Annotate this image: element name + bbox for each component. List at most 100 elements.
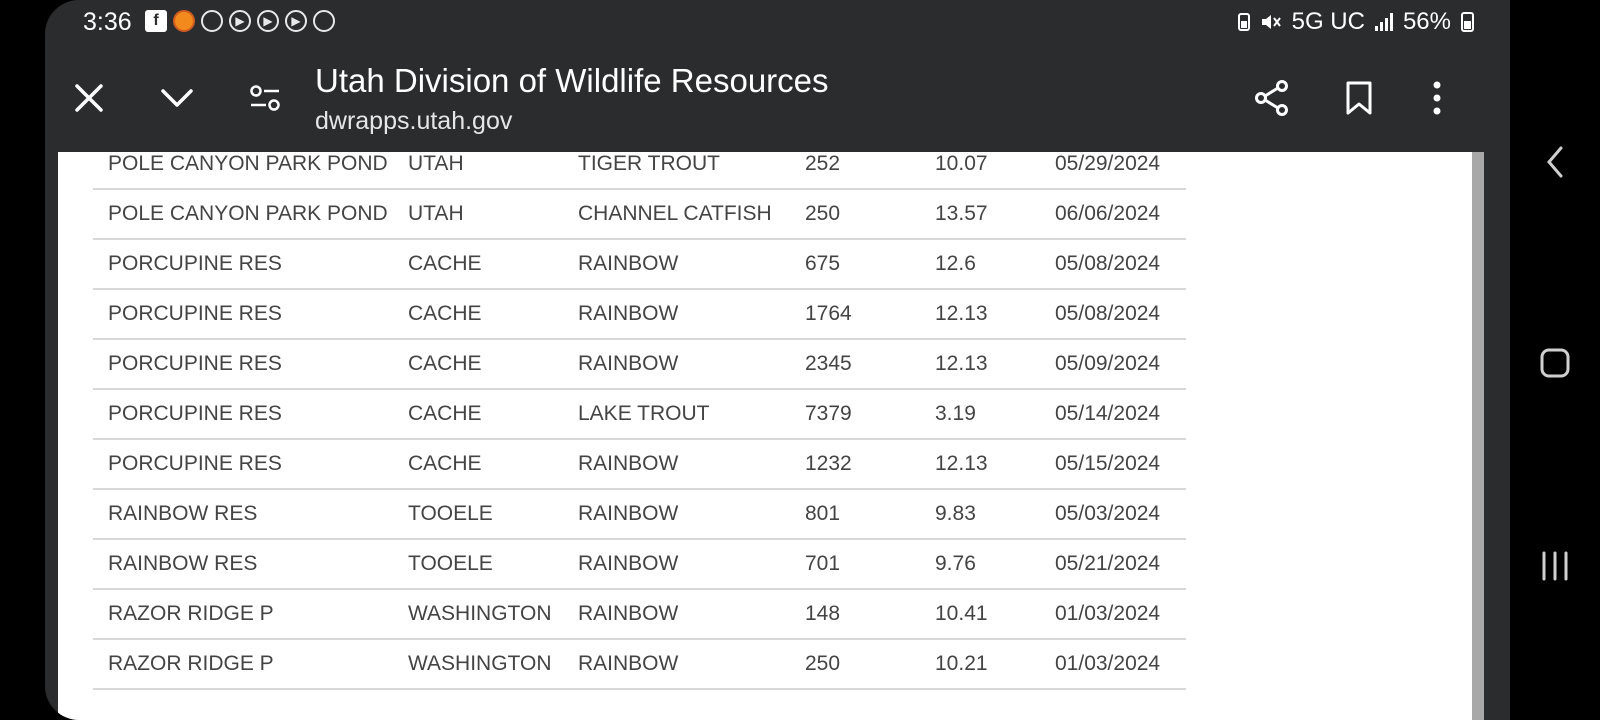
quantity-cell: 701 [790, 539, 920, 590]
notification-icons: f ▶ ▶ ▶ [145, 10, 335, 32]
home-button[interactable] [1532, 340, 1578, 386]
quantity-cell: 675 [790, 239, 920, 290]
page-url: dwrapps.utah.gov [315, 107, 513, 135]
phone-screen: 3:36 f ▶ ▶ ▶ 5G UC 56% [45, 0, 1510, 720]
county-cell: UTAH [393, 189, 563, 240]
status-time: 3:36 [83, 8, 132, 36]
web-content[interactable]: POLE CANYON PARK POND UTAH TIGER TROUT 252 1… [58, 152, 1472, 720]
table-row: PORCUPINE RES CACHE RAINBOW 675 12.6 05/08/20… [93, 239, 1186, 290]
species-cell: RAINBOW [563, 239, 790, 290]
date-cell: 06/06/2024 [1040, 189, 1186, 240]
quantity-cell: 250 [790, 189, 920, 240]
status-right: 5G UC 56% [1237, 8, 1474, 36]
close-button[interactable] [67, 76, 111, 120]
date-cell: 05/09/2024 [1040, 339, 1186, 390]
water-cell: RAINBOW RES [93, 489, 393, 540]
water-cell: PORCUPINE RES [93, 339, 393, 390]
quantity-cell: 252 [790, 152, 920, 190]
tune-icon [250, 85, 280, 111]
more-options-button[interactable] [1415, 76, 1459, 120]
water-cell: RAZOR RIDGE P [93, 589, 393, 640]
species-cell: RAINBOW [563, 539, 790, 590]
county-cell: CACHE [393, 389, 563, 440]
system-nav-bar [1510, 0, 1600, 720]
length-cell: 10.41 [920, 589, 1040, 640]
table-row: RAZOR RIDGE P WASHINGTON RAINBOW 148 10.41 01… [93, 589, 1186, 640]
length-cell: 10.21 [920, 639, 1040, 690]
water-cell: POLE CANYON PARK POND [93, 189, 393, 240]
battery-percent: 56% [1402, 8, 1451, 35]
table-row: POLE CANYON PARK POND UTAH CHANNEL CATFISH… [93, 189, 1186, 240]
status-bar: 3:36 f ▶ ▶ ▶ 5G UC 56% [45, 0, 1510, 44]
play-icon: ▶ [285, 10, 307, 32]
length-cell: 10.07 [920, 152, 1040, 190]
species-cell: TIGER TROUT [563, 152, 790, 190]
species-cell: LAKE TROUT [563, 389, 790, 440]
more-vert-icon [1433, 81, 1441, 115]
species-cell: CHANNEL CATFISH [563, 189, 790, 240]
length-cell: 12.13 [920, 439, 1040, 490]
date-cell: 05/08/2024 [1040, 289, 1186, 340]
mute-icon [1261, 15, 1281, 29]
scrollbar[interactable] [1472, 152, 1484, 720]
quantity-cell: 250 [790, 639, 920, 690]
county-cell: CACHE [393, 289, 563, 340]
county-cell: WASHINGTON [393, 589, 563, 640]
length-cell: 9.76 [920, 539, 1040, 590]
date-cell: 05/29/2024 [1040, 152, 1186, 190]
county-cell: CACHE [393, 339, 563, 390]
stocking-table: POLE CANYON PARK POND UTAH TIGER TROUT 252 1… [93, 152, 1186, 690]
page-title: Utah Division of Wildlife Resources [315, 62, 829, 99]
species-cell: RAINBOW [563, 489, 790, 540]
species-cell: RAINBOW [563, 589, 790, 640]
county-cell: UTAH [393, 152, 563, 190]
home-icon [1540, 348, 1570, 378]
battery-icon [1461, 12, 1474, 32]
water-cell: POLE CANYON PARK POND [93, 152, 393, 190]
species-cell: RAINBOW [563, 639, 790, 690]
table-row: PORCUPINE RES CACHE RAINBOW 1232 12.13 05/15/… [93, 439, 1186, 490]
table-row: RAINBOW RES TOOELE RAINBOW 801 9.83 05/03/202… [93, 489, 1186, 540]
burger-king-icon [173, 10, 195, 32]
species-cell: RAINBOW [563, 289, 790, 340]
chevron-down-icon [161, 89, 193, 107]
basketball-icon [313, 10, 335, 32]
play-icon: ▶ [257, 10, 279, 32]
quantity-cell: 1232 [790, 439, 920, 490]
side-panel-handle[interactable] [1532, 139, 1578, 185]
county-cell: TOOELE [393, 489, 563, 540]
water-cell: PORCUPINE RES [93, 289, 393, 340]
network-label: 5G UC [1291, 8, 1365, 35]
county-cell: TOOELE [393, 539, 563, 590]
date-cell: 01/03/2024 [1040, 639, 1186, 690]
county-cell: CACHE [393, 239, 563, 290]
battery-saver-icon [1237, 13, 1250, 31]
minimize-button[interactable] [155, 76, 199, 120]
site-settings-button[interactable] [243, 76, 287, 120]
quantity-cell: 7379 [790, 389, 920, 440]
length-cell: 12.13 [920, 289, 1040, 340]
recents-button[interactable] [1532, 543, 1578, 589]
date-cell: 05/03/2024 [1040, 489, 1186, 540]
chevron-left-icon [1547, 146, 1563, 178]
date-cell: 05/15/2024 [1040, 439, 1186, 490]
date-cell: 05/21/2024 [1040, 539, 1186, 590]
species-cell: RAINBOW [563, 339, 790, 390]
water-cell: RAZOR RIDGE P [93, 639, 393, 690]
length-cell: 12.6 [920, 239, 1040, 290]
bookmark-button[interactable] [1337, 76, 1381, 120]
dairy-queen-icon [201, 10, 223, 32]
water-cell: PORCUPINE RES [93, 439, 393, 490]
county-cell: WASHINGTON [393, 639, 563, 690]
county-cell: CACHE [393, 439, 563, 490]
share-button[interactable] [1250, 76, 1294, 120]
length-cell: 3.19 [920, 389, 1040, 440]
facebook-icon: f [145, 10, 167, 32]
length-cell: 9.83 [920, 489, 1040, 540]
table-row: POLE CANYON PARK POND UTAH TIGER TROUT 252 1… [93, 152, 1186, 190]
recents-icon [1542, 551, 1568, 581]
table-row: PORCUPINE RES CACHE RAINBOW 2345 12.13 05/09/… [93, 339, 1186, 390]
play-icon: ▶ [229, 10, 251, 32]
length-cell: 13.57 [920, 189, 1040, 240]
length-cell: 12.13 [920, 339, 1040, 390]
